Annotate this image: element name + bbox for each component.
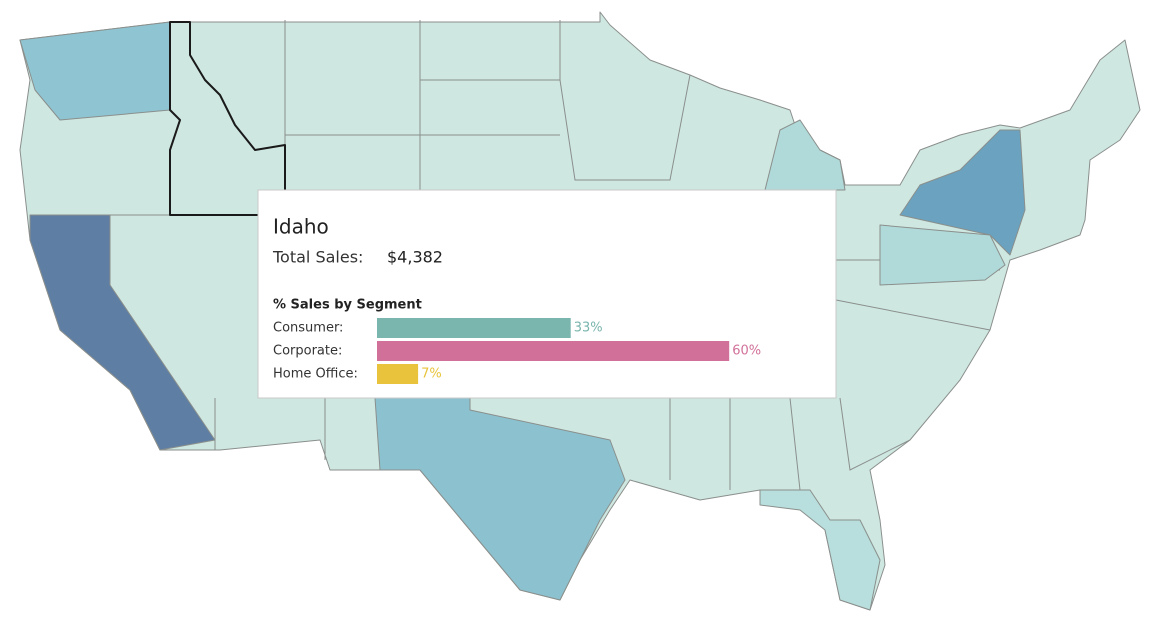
new-york <box>899 129 1026 256</box>
value-label: 60% <box>732 344 761 359</box>
category-label: Home Office: <box>273 367 358 382</box>
washington <box>19 21 171 121</box>
value-label: 33% <box>574 321 603 336</box>
bar <box>377 364 419 384</box>
tooltip-title: Idaho <box>273 215 329 239</box>
california <box>29 214 216 451</box>
bar <box>377 318 571 338</box>
value-label: 7% <box>421 367 442 382</box>
pennsylvania <box>879 224 1006 286</box>
florida <box>759 489 881 611</box>
segment-chart: Consumer: 33% Corporate: 60% Home Office: 7% <box>273 318 761 384</box>
state-borders <box>835 299 991 331</box>
state-borders <box>839 397 911 471</box>
michigan <box>764 119 846 191</box>
total-sales-label: Total Sales: <box>272 248 363 267</box>
total-sales-value: $4,382 <box>387 248 443 267</box>
category-label: Corporate: <box>273 344 342 359</box>
tooltip-box <box>257 189 837 399</box>
category-label: Consumer: <box>273 321 343 336</box>
state-borders <box>789 397 801 491</box>
chart-title: % Sales by Segment <box>273 298 422 313</box>
state-borders <box>559 74 691 181</box>
idaho-highlight <box>169 21 286 216</box>
texas <box>374 397 626 601</box>
tooltip: Idaho Total Sales: $4,382 % Sales by Seg… <box>257 189 837 399</box>
bar <box>377 341 730 361</box>
